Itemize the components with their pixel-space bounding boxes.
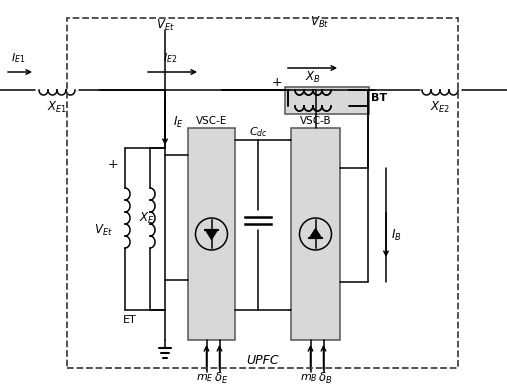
Text: $X_E$: $X_E$ [139, 211, 155, 226]
Text: $I_{E2}$: $I_{E2}$ [163, 51, 177, 65]
Text: ET: ET [123, 315, 137, 325]
Text: $m_E$: $m_E$ [196, 372, 213, 384]
Text: $V_{Et}$: $V_{Et}$ [156, 17, 174, 33]
Text: $X_{E1}$: $X_{E1}$ [47, 99, 67, 115]
Text: $V_{Bt}$: $V_{Bt}$ [310, 14, 330, 29]
Text: VSC-E: VSC-E [196, 116, 227, 126]
Text: $\delta_B$: $\delta_B$ [318, 370, 333, 385]
Text: $I_B$: $I_B$ [391, 228, 402, 243]
Text: $X_{E2}$: $X_{E2}$ [430, 99, 450, 115]
Polygon shape [309, 229, 321, 238]
Polygon shape [205, 229, 218, 239]
Text: $+$: $+$ [271, 75, 282, 89]
Text: BT: BT [371, 93, 387, 103]
Text: VSC-B: VSC-B [300, 116, 331, 126]
Text: $V_{Et}$: $V_{Et}$ [94, 223, 113, 238]
Text: UPFC: UPFC [246, 353, 279, 366]
Bar [291, 128, 340, 340]
Text: $C_{dc}$: $C_{dc}$ [248, 125, 267, 139]
Bar [285, 87, 369, 114]
Text: $+$: $+$ [107, 159, 119, 171]
Text: $I_{E1}$: $I_{E1}$ [11, 51, 25, 65]
Bar [188, 128, 235, 340]
Text: $I_E$: $I_E$ [173, 115, 184, 130]
Text: $\delta_E$: $\delta_E$ [214, 370, 229, 385]
Text: $X_B$: $X_B$ [305, 69, 321, 84]
Text: $m_B$: $m_B$ [300, 372, 317, 384]
